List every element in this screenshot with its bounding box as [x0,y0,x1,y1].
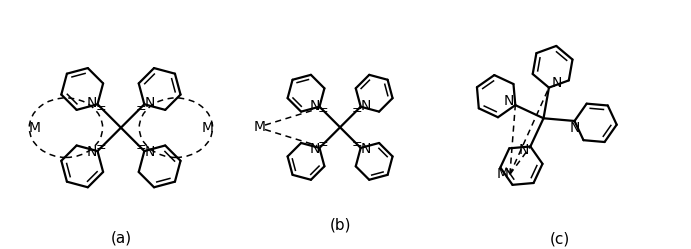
Text: N: N [361,142,371,156]
Text: M: M [254,120,265,134]
Text: =: = [352,104,363,117]
Text: (a): (a) [111,231,131,246]
Text: =: = [135,141,146,154]
Text: N: N [145,145,155,159]
Text: (b): (b) [330,217,351,232]
Text: =: = [318,138,328,151]
Text: N: N [310,99,320,113]
Text: =: = [96,141,106,154]
Text: N: N [86,145,97,159]
Text: =: = [318,104,328,117]
Text: N: N [86,96,97,110]
Text: N: N [519,143,529,157]
Text: M: M [202,121,214,135]
Text: N: N [310,142,320,156]
Text: =: = [352,138,363,151]
Text: N: N [569,122,580,135]
Text: =: = [135,102,146,115]
Text: M: M [496,167,509,181]
Text: (c): (c) [549,232,570,247]
Text: N: N [361,99,371,113]
Text: N: N [551,76,562,90]
Text: M: M [28,121,40,135]
Text: N: N [504,94,514,108]
Text: N: N [145,96,155,110]
Text: =: = [96,102,106,115]
